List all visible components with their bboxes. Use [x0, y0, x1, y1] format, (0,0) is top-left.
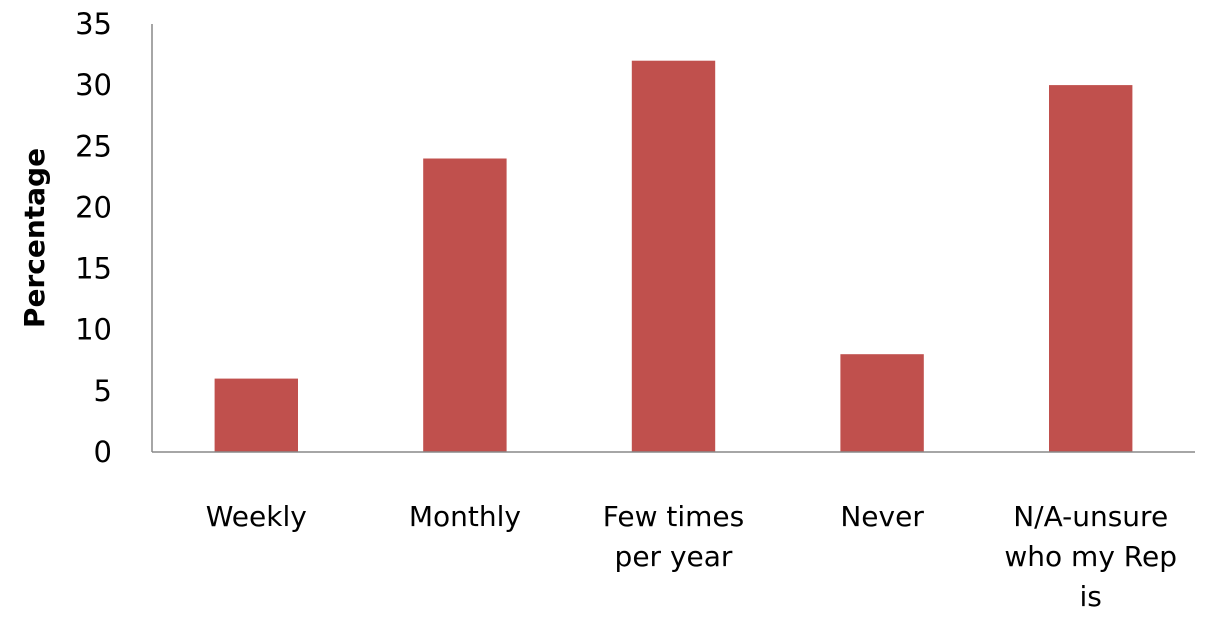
x-category-label-line: Weekly — [206, 500, 307, 533]
x-category-label: Never — [840, 500, 924, 533]
bar-never — [840, 354, 924, 452]
x-category-label-line: N/A-unsure — [1013, 500, 1168, 533]
y-tick-label: 0 — [94, 435, 112, 469]
y-tick-label: 15 — [75, 252, 112, 286]
y-tick-labels: 0 5 10 15 20 25 30 35 — [75, 7, 112, 469]
y-tick-label: 30 — [75, 68, 112, 102]
x-category-label-line: who my Rep — [1004, 540, 1177, 573]
bar-few-times-per-year — [631, 60, 716, 452]
bar-monthly — [423, 158, 507, 452]
y-tick-label: 35 — [75, 7, 112, 41]
x-category-label-line: per year — [615, 540, 733, 573]
x-category-label-line: Monthly — [409, 500, 521, 533]
bar-weekly — [214, 378, 298, 452]
x-category-label-line: Never — [840, 500, 924, 533]
y-tick-label: 5 — [94, 374, 112, 408]
x-category-label: Few times per year — [603, 500, 744, 573]
y-axis-title: Percentage — [18, 148, 51, 328]
axes-group — [151, 24, 1195, 453]
bar-n-a-unsure-who-my-rep-is — [1049, 85, 1133, 452]
x-category-label: Weekly — [206, 500, 307, 533]
x-category-label: Monthly — [409, 500, 521, 533]
x-category-label: N/A-unsure who my Rep is — [1004, 500, 1177, 613]
x-category-labels: Weekly Monthly Few times per year Never N/A-u… — [206, 500, 1177, 613]
y-tick-label: 25 — [75, 129, 112, 163]
y-tick-label: 10 — [75, 313, 112, 347]
y-tick-label: 20 — [75, 190, 112, 224]
x-category-label-line: Few times — [603, 500, 744, 533]
x-category-label-line: is — [1080, 580, 1102, 613]
bars-group — [214, 60, 1133, 452]
